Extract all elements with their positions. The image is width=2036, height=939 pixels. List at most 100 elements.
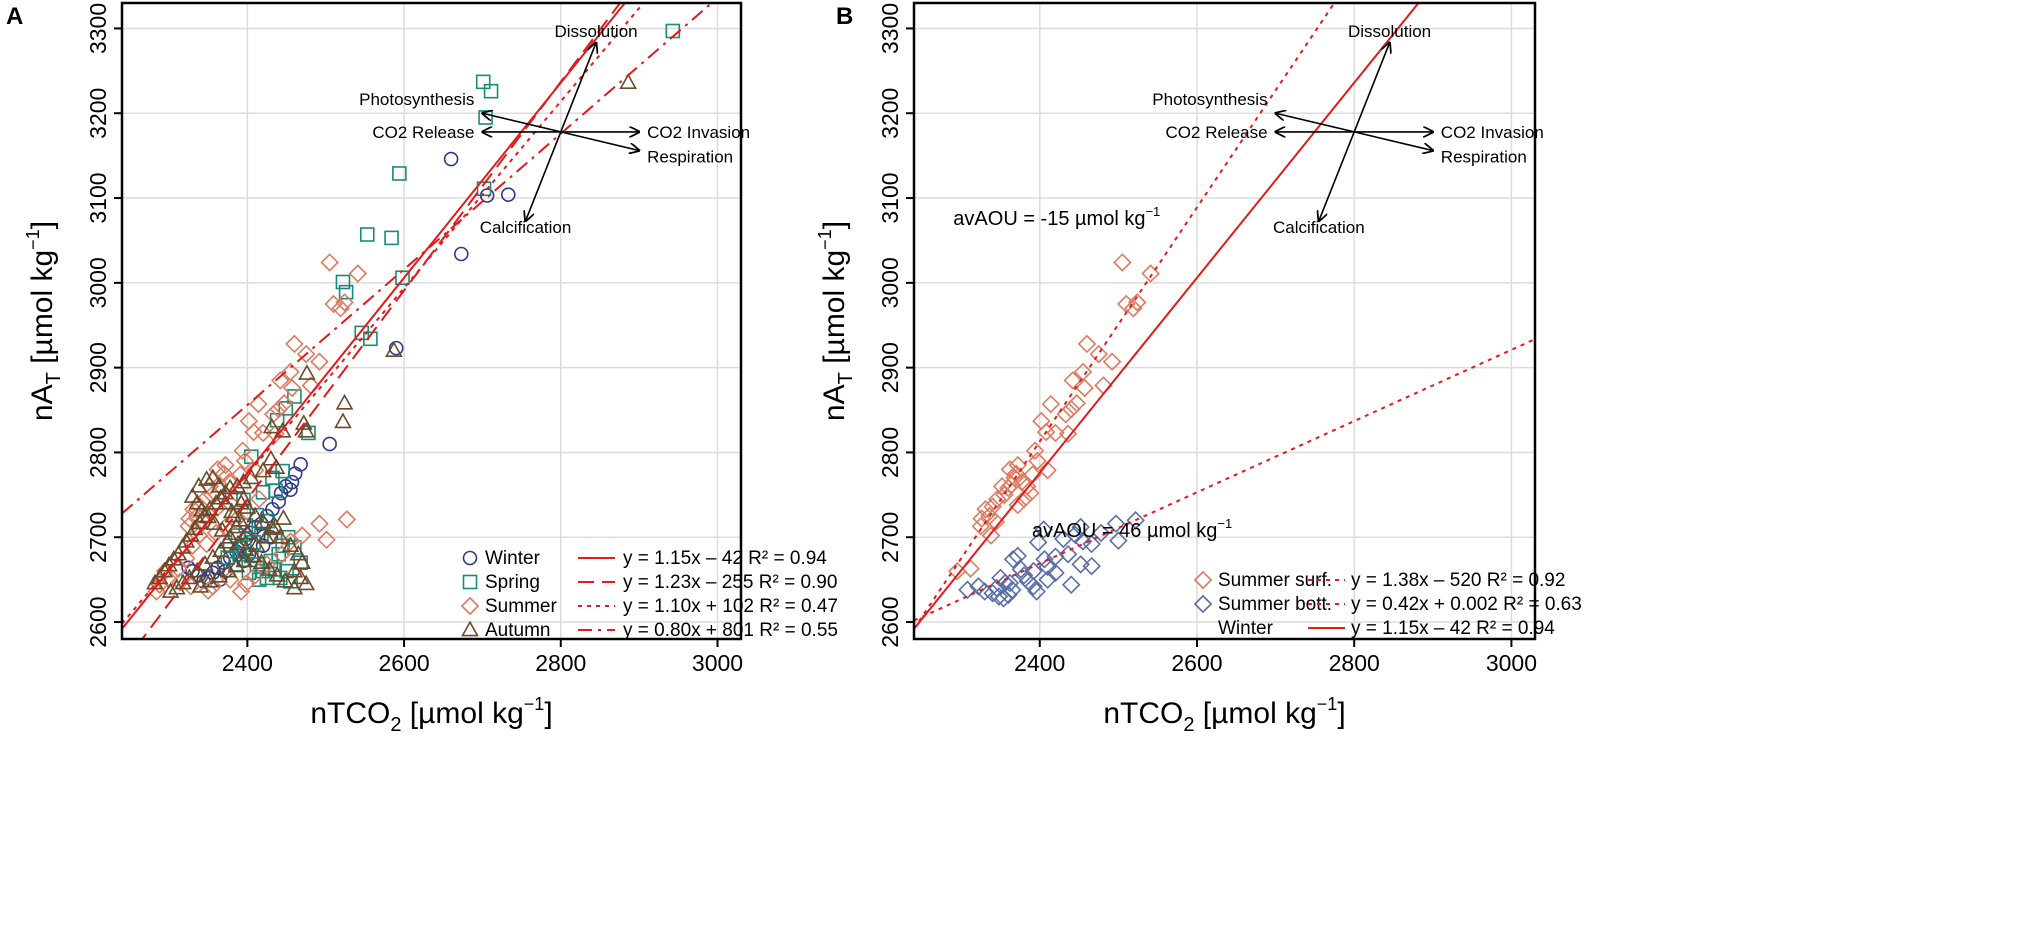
annotation-exponent: −1 bbox=[1145, 204, 1160, 219]
y-axis-label-part: [µmol kg bbox=[818, 250, 851, 372]
data-point-summer-surf- bbox=[1124, 299, 1143, 318]
data-point-summer-surf- bbox=[1008, 455, 1028, 475]
data-point-autumn bbox=[183, 487, 202, 503]
legend-marker bbox=[462, 550, 478, 566]
data-point-winter bbox=[185, 563, 200, 579]
x-tick-label: 2800 bbox=[1329, 650, 1380, 676]
data-point-summer-bott- bbox=[1061, 575, 1081, 594]
data-point-autumn bbox=[247, 536, 266, 553]
fit-line-1 bbox=[122, 3, 627, 630]
data-point-summer-surf- bbox=[1102, 352, 1122, 371]
data-point-summer bbox=[282, 378, 302, 398]
data-point-summer-surf- bbox=[1141, 264, 1160, 283]
data-point-summer-bott- bbox=[1071, 555, 1090, 574]
data-point-summer-surf- bbox=[972, 509, 991, 528]
data-point-autumn bbox=[291, 568, 310, 585]
y-axis-label-part: T bbox=[835, 372, 857, 384]
data-point-summer bbox=[198, 581, 218, 600]
data-point-summer-surf- bbox=[1067, 393, 1086, 413]
data-point-autumn bbox=[385, 341, 403, 358]
vector-arrow-photosynthesis bbox=[1276, 113, 1355, 133]
data-point-autumn bbox=[161, 582, 180, 598]
data-point-summer bbox=[150, 575, 169, 594]
data-point-summer-surf- bbox=[1073, 362, 1093, 382]
data-point-autumn bbox=[297, 574, 315, 591]
data-point-autumn bbox=[204, 468, 222, 485]
data-point-summer-surf- bbox=[971, 516, 991, 536]
legend-entry: Winter y = 1.15x – 42 R² = 0.94 bbox=[1218, 618, 1555, 639]
data-points bbox=[947, 253, 1160, 608]
data-point-summer bbox=[253, 423, 273, 443]
data-point-autumn bbox=[273, 421, 292, 438]
y-axis-label-part: [µmol kg bbox=[26, 250, 59, 372]
data-point-autumn bbox=[210, 566, 229, 583]
x-tick-label: 2600 bbox=[1171, 650, 1222, 676]
legend-label: Autumn bbox=[485, 620, 550, 641]
data-point-spring bbox=[384, 230, 399, 246]
data-point-summer-surf- bbox=[1127, 293, 1147, 312]
data-point-summer bbox=[310, 352, 329, 371]
legend-marker bbox=[1193, 594, 1213, 614]
legend-marker bbox=[1193, 570, 1213, 590]
vector-arrow-dissolution bbox=[560, 43, 596, 133]
data-point-autumn bbox=[619, 73, 638, 90]
data-point-summer-bott- bbox=[1038, 570, 1057, 589]
data-point-summer-surf- bbox=[1089, 344, 1108, 364]
data-point-winter bbox=[500, 187, 516, 202]
data-point-summer bbox=[337, 510, 357, 529]
data-point-spring bbox=[476, 181, 492, 197]
fit-line-2 bbox=[914, 338, 1535, 622]
data-point-spring bbox=[363, 331, 378, 347]
y-tick-label: 3200 bbox=[877, 88, 903, 139]
panel-a: Dissolution Photosynthesis CO2 Release CO2 … bbox=[6, 1, 838, 736]
data-point-summer-surf- bbox=[947, 561, 967, 581]
data-point-summer-bott- bbox=[1011, 560, 1031, 579]
data-point-summer bbox=[331, 299, 350, 318]
data-point-winter bbox=[443, 151, 459, 167]
data-point-summer-bott- bbox=[958, 580, 977, 600]
data-point-autumn bbox=[257, 527, 276, 544]
data-point-summer bbox=[236, 574, 256, 594]
data-point-summer-bott- bbox=[1082, 534, 1101, 554]
fit-line-3 bbox=[122, 3, 645, 625]
fit-line-3 bbox=[914, 3, 1420, 630]
data-point-autumn bbox=[289, 544, 308, 561]
legend-marker bbox=[462, 574, 478, 590]
data-point-autumn bbox=[216, 493, 235, 510]
data-point-summer-bott- bbox=[1024, 577, 1043, 596]
vector-label: Calcification bbox=[480, 218, 572, 237]
vector-arrow-photosynthesis bbox=[482, 113, 561, 133]
data-point-summer bbox=[285, 334, 304, 354]
axes: 2400 2600 2800 3000 2600 2700 2800 2900 3000 3100… bbox=[877, 3, 1537, 676]
vector-label: Respiration bbox=[1441, 148, 1527, 167]
x-tick-label: 3000 bbox=[1486, 650, 1537, 676]
data-point-autumn bbox=[200, 571, 219, 588]
data-point-spring bbox=[475, 74, 491, 90]
data-point-autumn bbox=[266, 517, 285, 534]
vector-label: Calcification bbox=[1273, 218, 1365, 237]
data-point-autumn bbox=[207, 493, 225, 510]
x-axis-label-part: [µmol kg bbox=[1194, 697, 1316, 730]
panel-label: B bbox=[836, 3, 853, 30]
legend-entry: Summer surf. y = 1.38x – 520 R² = 0.92 bbox=[1193, 570, 1565, 591]
data-point-summer-bott- bbox=[989, 587, 1009, 606]
data-point-autumn bbox=[238, 498, 257, 514]
data-point-summer-surf- bbox=[981, 526, 1001, 545]
data-point-autumn bbox=[293, 553, 312, 570]
y-tick-label: 2900 bbox=[877, 342, 903, 393]
data-point-summer-bott- bbox=[1091, 523, 1111, 543]
data-point-autumn bbox=[218, 532, 236, 549]
data-point-spring bbox=[287, 389, 302, 404]
legend-equation: y = 1.23x – 255 R² = 0.90 bbox=[623, 572, 837, 593]
annotation-exponent: −1 bbox=[1217, 516, 1232, 531]
fit-line-4 bbox=[122, 3, 714, 515]
data-point-autumn bbox=[180, 568, 199, 585]
data-point-summer-surf- bbox=[983, 497, 1002, 516]
data-point-summer bbox=[271, 371, 290, 390]
data-point-summer-surf- bbox=[1005, 468, 1024, 488]
vector-label: CO2 Release bbox=[1166, 123, 1268, 142]
data-point-autumn bbox=[334, 412, 352, 429]
data-point-spring bbox=[271, 546, 287, 562]
data-point-autumn bbox=[246, 506, 265, 523]
